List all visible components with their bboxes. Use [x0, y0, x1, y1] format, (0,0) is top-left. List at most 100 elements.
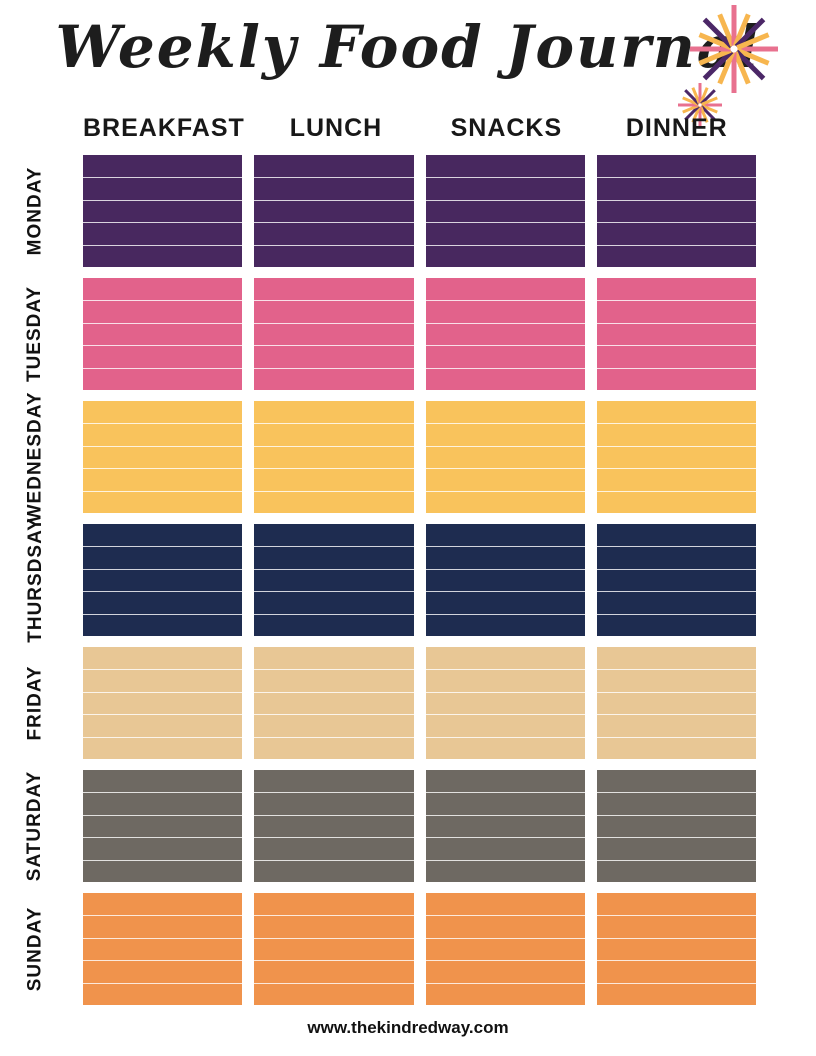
day-label: TUESDAY [24, 285, 46, 383]
starburst-ray [699, 87, 709, 104]
ruled-line [83, 591, 243, 593]
ruled-line [425, 367, 585, 369]
ruled-line [596, 669, 756, 671]
ruled-line [83, 445, 243, 447]
ruled-line [596, 322, 756, 324]
ruled-line [254, 736, 414, 738]
ruled-line [425, 345, 585, 347]
journal-cell-tuesday-breakfast [83, 278, 243, 390]
starburst-ray [698, 32, 732, 50]
ruled-line [596, 345, 756, 347]
ruled-line [425, 814, 585, 816]
journal-cell-friday-lunch [254, 647, 414, 759]
ruled-line [254, 814, 414, 816]
ruled-line [254, 859, 414, 861]
ruled-line [83, 669, 243, 671]
journal-cell-saturday-dinner [596, 770, 756, 882]
starburst-ray [733, 51, 751, 85]
day-row-friday: FRIDAY [0, 647, 816, 759]
day-row-saturday: SATURDAY [0, 770, 816, 882]
ruled-line [425, 445, 585, 447]
starburst-ray [702, 49, 734, 81]
journal-cell-saturday-breakfast [83, 770, 243, 882]
starburst-ray [736, 32, 770, 50]
ruled-line [83, 468, 243, 470]
page-title: Weekly Food Journal [55, 13, 761, 81]
day-label-cell: SUNDAY [0, 893, 71, 1005]
ruled-line [83, 691, 243, 693]
ruled-line [425, 177, 585, 179]
journal-cell-saturday-lunch [254, 770, 414, 882]
ruled-line [596, 915, 756, 917]
day-row-tuesday: TUESDAY [0, 278, 816, 390]
starburst-ray [734, 49, 766, 81]
ruled-line [254, 591, 414, 593]
ruled-line [596, 423, 756, 425]
ruled-line [425, 423, 585, 425]
journal-cell-saturday-snacks [425, 770, 585, 882]
day-label-cell: FRIDAY [0, 647, 71, 759]
ruled-line [596, 367, 756, 369]
journal-cell-thursdsay-breakfast [83, 524, 243, 636]
ruled-line [83, 613, 243, 615]
column-header-breakfast: BREAKFAST [83, 114, 245, 142]
ruled-line [83, 199, 243, 201]
day-row-monday: MONDAY [0, 155, 816, 267]
starburst-ray [700, 105, 716, 121]
starburst-ray [691, 106, 701, 123]
ruled-line [254, 613, 414, 615]
journal-cell-wednesday-dinner [596, 401, 756, 513]
column-header-snacks: SNACKS [450, 114, 563, 142]
ruled-line [425, 937, 585, 939]
day-label-cell: TUESDAY [0, 278, 71, 390]
ruled-line [254, 792, 414, 794]
journal-cell-thursdsay-dinner [596, 524, 756, 636]
ruled-line [425, 669, 585, 671]
day-label-cell: WEDNESDAY [0, 392, 71, 523]
ruled-line [83, 222, 243, 224]
starburst-ray [733, 13, 751, 47]
ruled-line [83, 837, 243, 839]
ruled-line [254, 837, 414, 839]
ruled-line [83, 736, 243, 738]
ruled-line [596, 792, 756, 794]
journal-cell-sunday-breakfast [83, 893, 243, 1005]
ruled-line [425, 691, 585, 693]
ruled-line [596, 199, 756, 201]
ruled-line [254, 322, 414, 324]
journal-cell-sunday-dinner [596, 893, 756, 1005]
ruled-line [425, 222, 585, 224]
ruled-line [254, 490, 414, 492]
ruled-line [596, 691, 756, 693]
ruled-line [425, 546, 585, 548]
ruled-line [83, 322, 243, 324]
ruled-line [83, 960, 243, 962]
column-header-dinner: DINNER [625, 114, 728, 142]
day-label: FRIDAY [24, 665, 46, 741]
ruled-line [83, 859, 243, 861]
ruled-line [425, 468, 585, 470]
ruled-line [254, 445, 414, 447]
journal-cell-sunday-lunch [254, 893, 414, 1005]
ruled-line [425, 982, 585, 984]
journal-cell-monday-dinner [596, 155, 756, 267]
ruled-line [425, 714, 585, 716]
ruled-line [425, 837, 585, 839]
ruled-line [83, 937, 243, 939]
starburst-ray [698, 48, 732, 66]
ruled-line [425, 960, 585, 962]
ruled-line [425, 736, 585, 738]
ruled-line [254, 423, 414, 425]
ruled-line [596, 490, 756, 492]
ruled-line [83, 345, 243, 347]
journal-cell-wednesday-snacks [425, 401, 585, 513]
day-label: SATURDAY [24, 770, 46, 882]
ruled-line [596, 714, 756, 716]
day-label: WEDNESDAY [24, 391, 46, 523]
ruled-line [254, 345, 414, 347]
starburst-ray [684, 89, 700, 105]
ruled-line [254, 244, 414, 246]
journal-grid: MONDAY TUESDAY WEDNESDAY THURSDSAY FRIDAY SAT… [0, 155, 816, 1005]
ruled-line [83, 792, 243, 794]
starburst-ray [717, 13, 735, 47]
